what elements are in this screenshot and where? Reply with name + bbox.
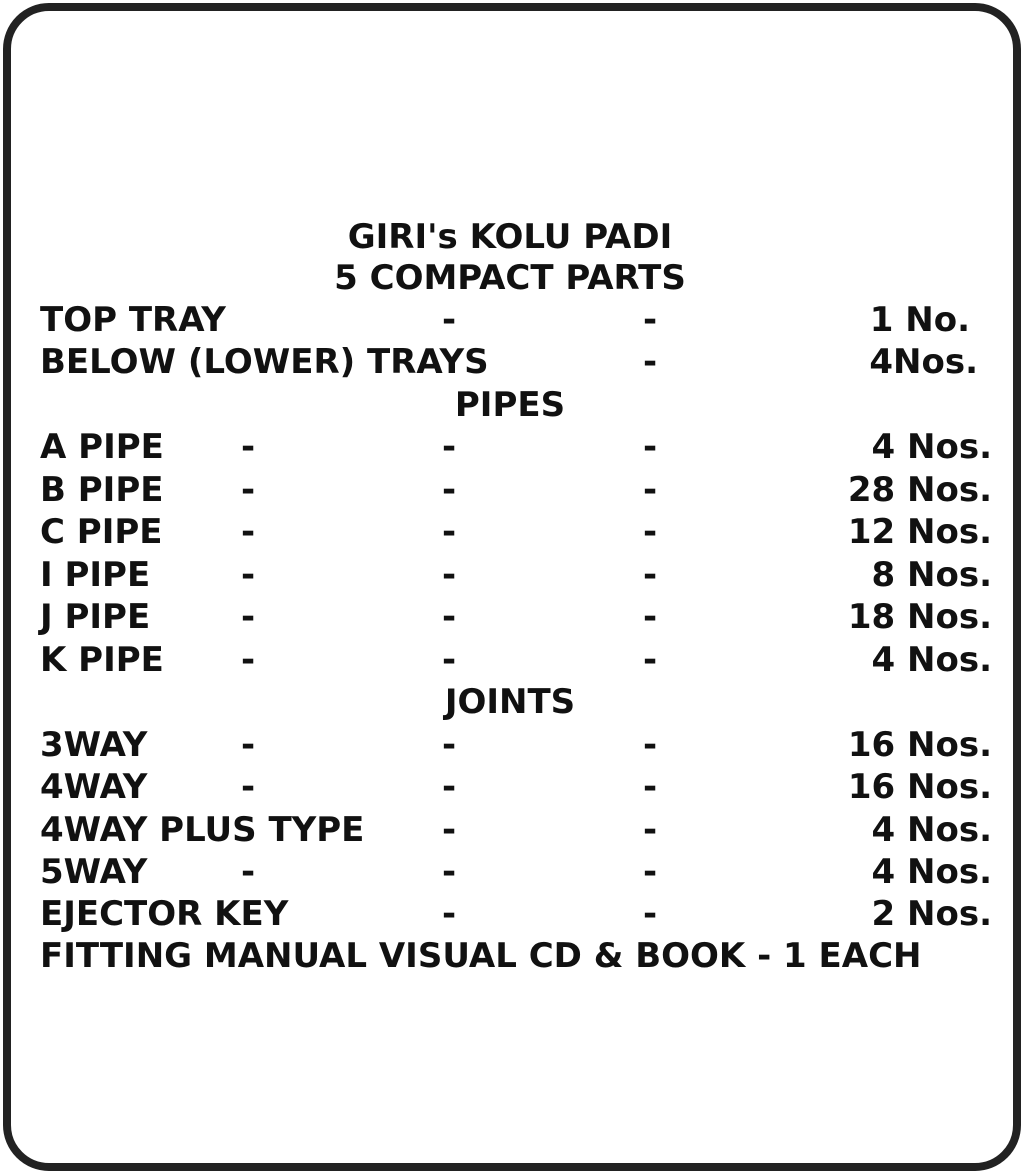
dash: -	[442, 725, 457, 765]
item-label: 4WAY PLUS TYPE	[40, 810, 365, 850]
title: GIRI's KOLU PADI	[347, 217, 673, 257]
dash: -	[643, 767, 658, 807]
list-item: 4WAY - - - 16 Nos.	[0, 766, 1024, 808]
item-label: K PIPE	[40, 640, 164, 680]
item-label: A PIPE	[40, 427, 164, 467]
dash: -	[442, 555, 457, 595]
dash: -	[643, 427, 658, 467]
dash: -	[643, 852, 658, 892]
dash: -	[442, 300, 457, 340]
dash: -	[643, 894, 658, 934]
dash: -	[241, 725, 256, 765]
item-label: B PIPE	[40, 470, 164, 510]
dash: -	[643, 725, 658, 765]
dash: -	[643, 512, 658, 552]
list-item: 3WAY - - - 16 Nos.	[0, 724, 1024, 766]
item-label: C PIPE	[40, 512, 163, 552]
dash: -	[241, 597, 256, 637]
dash: -	[643, 810, 658, 850]
list-item: C PIPE - - - 12 Nos.	[0, 511, 1024, 553]
footer-line: FITTING MANUAL VISUAL CD & BOOK - 1 EACH	[0, 935, 1024, 977]
item-qty: 16 Nos.	[847, 725, 992, 765]
item-qty: 4 Nos.	[871, 852, 992, 892]
dash: -	[442, 512, 457, 552]
item-qty: 4 Nos.	[871, 427, 992, 467]
dash: -	[241, 427, 256, 467]
item-qty: 4 Nos.	[871, 640, 992, 680]
item-qty: 4 Nos.	[871, 810, 992, 850]
dash: -	[442, 470, 457, 510]
pipes-heading: PIPES	[454, 385, 566, 425]
dash: -	[442, 894, 457, 934]
dash: -	[442, 810, 457, 850]
dash: -	[241, 767, 256, 807]
item-qty: 2 Nos.	[871, 894, 992, 934]
dash: -	[643, 342, 658, 382]
dash: -	[643, 597, 658, 637]
dash: -	[241, 555, 256, 595]
list-item: 5WAY - - - 4 Nos.	[0, 851, 1024, 893]
joints-heading: JOINTS	[444, 682, 576, 722]
item-label: TOP TRAY	[40, 300, 226, 340]
item-qty: 8 Nos.	[871, 555, 992, 595]
list-item: BELOW (LOWER) TRAYS - 4Nos.	[0, 341, 1024, 383]
subtitle: 5 COMPACT PARTS	[334, 258, 686, 298]
dash: -	[241, 640, 256, 680]
dash: -	[442, 427, 457, 467]
item-label: 4WAY	[40, 767, 148, 807]
dash: -	[643, 640, 658, 680]
item-label: I PIPE	[40, 555, 151, 595]
list-item: 4WAY PLUS TYPE - - 4 Nos.	[0, 809, 1024, 851]
item-label: BELOW (LOWER) TRAYS	[40, 342, 489, 382]
item-qty: 4Nos.	[869, 342, 978, 382]
dash: -	[643, 555, 658, 595]
list-item: TOP TRAY - - 1 No.	[0, 299, 1024, 341]
item-label: 3WAY	[40, 725, 148, 765]
dash: -	[442, 767, 457, 807]
list-item: K PIPE - - - 4 Nos.	[0, 639, 1024, 681]
list-item: B PIPE - - - 28 Nos.	[0, 469, 1024, 511]
item-label: 5WAY	[40, 852, 148, 892]
list-item: EJECTOR KEY - - 2 Nos.	[0, 893, 1024, 935]
dash: -	[241, 512, 256, 552]
dash: -	[241, 852, 256, 892]
list-item: J PIPE - - - 18 Nos.	[0, 596, 1024, 638]
item-label: EJECTOR KEY	[40, 894, 289, 934]
dash: -	[643, 470, 658, 510]
item-qty: 28 Nos.	[847, 470, 992, 510]
list-item: A PIPE - - - 4 Nos.	[0, 426, 1024, 468]
item-qty: 18 Nos.	[847, 597, 992, 637]
dash: -	[442, 640, 457, 680]
item-qty: 1 No.	[869, 300, 970, 340]
item-qty: 16 Nos.	[847, 767, 992, 807]
dash: -	[643, 300, 658, 340]
footer-text: FITTING MANUAL VISUAL CD & BOOK - 1 EACH	[40, 936, 922, 976]
dash: -	[442, 597, 457, 637]
card-border	[3, 3, 1021, 1171]
dash: -	[442, 852, 457, 892]
item-label: J PIPE	[40, 597, 151, 637]
item-qty: 12 Nos.	[847, 512, 992, 552]
dash: -	[241, 470, 256, 510]
list-item: I PIPE - - - 8 Nos.	[0, 554, 1024, 596]
